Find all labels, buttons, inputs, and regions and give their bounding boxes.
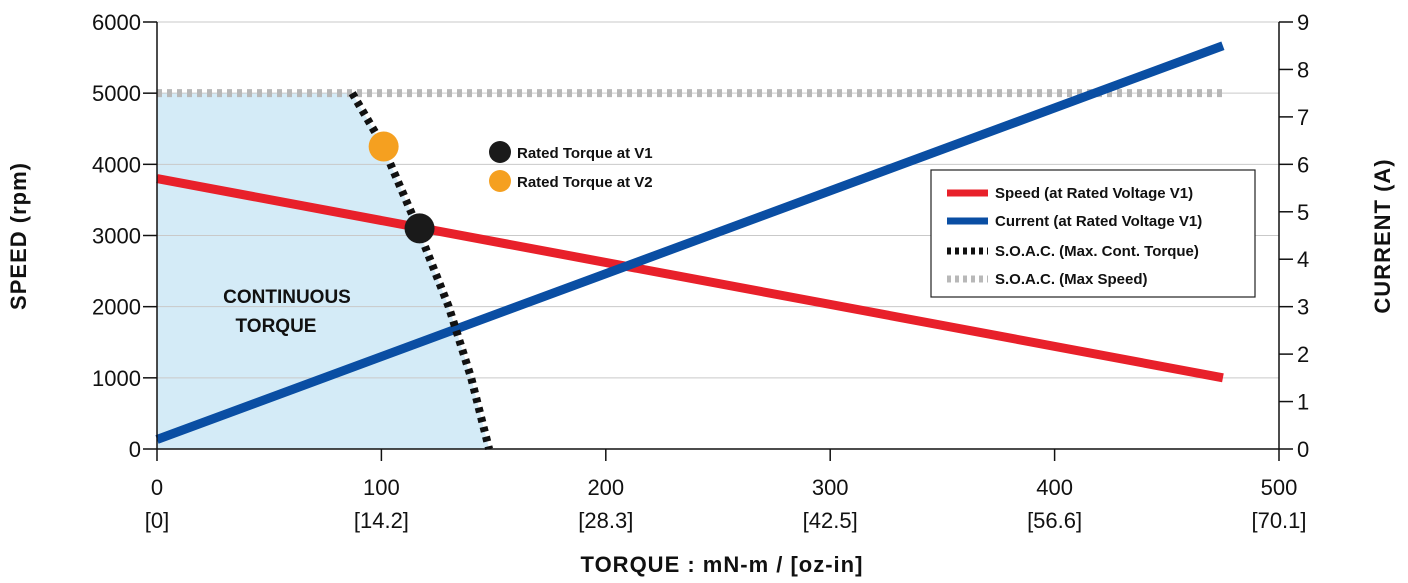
- soac-max-torque-line: [348, 91, 493, 450]
- y-tick-label: 0: [129, 437, 141, 462]
- speed-line: [156, 174, 1224, 383]
- y2-tick-label: 1: [1297, 390, 1309, 415]
- y2-tick-label: 5: [1297, 200, 1309, 225]
- x-tick-label: 400: [1036, 475, 1073, 500]
- legend-marker-rated-v2: [489, 170, 511, 192]
- y2-tick-label: 0: [1297, 437, 1309, 462]
- y2-tick-label: 3: [1297, 295, 1309, 320]
- legend-label-current: Current (at Rated Voltage V1): [995, 213, 1202, 230]
- series-legend: Speed (at Rated Voltage V1) Current (at …: [930, 169, 1256, 298]
- points-legend: Rated Torque at V1 Rated Torque at V2: [489, 141, 653, 192]
- y2-tick-label: 8: [1297, 57, 1309, 82]
- y-tick-label: 3000: [92, 224, 141, 249]
- x-tick-label-secondary: [42.5]: [803, 508, 858, 533]
- x-tick-label: 100: [363, 475, 400, 500]
- legend-label-soac-torque: S.O.A.C. (Max. Cont. Torque): [995, 243, 1199, 260]
- continuous-torque-area: [157, 93, 490, 450]
- rated-torque-v1-point: [404, 213, 435, 244]
- rated-torque-v2-point: [368, 131, 399, 162]
- x-tick-label: 200: [587, 475, 624, 500]
- region-label-line-1: CONTINUOUS: [223, 287, 351, 308]
- x-tick-label: 300: [812, 475, 849, 500]
- current-line: [155, 41, 1225, 444]
- rated-points: [368, 131, 435, 244]
- x-tick-label-secondary: [28.3]: [578, 508, 633, 533]
- legend-label-speed: Speed (at Rated Voltage V1): [995, 185, 1193, 202]
- y-axis-title: SPEED (rpm): [6, 162, 31, 310]
- y2-tick-label: 9: [1297, 10, 1309, 35]
- x-tick-label-secondary: [56.6]: [1027, 508, 1082, 533]
- legend-label-rated-v2: Rated Torque at V2: [517, 174, 653, 191]
- y2-tick-label: 6: [1297, 152, 1309, 177]
- tick-labels: 0 1000 2000 3000 4000 5000 6000 0 1 2 3 4 5 6 7 8 9 0 [0] 1…: [92, 10, 1309, 533]
- x-tick-label-secondary: [0]: [145, 508, 169, 533]
- y-tick-label: 6000: [92, 10, 141, 35]
- y-tick-label: 2000: [92, 295, 141, 320]
- continuous-torque-region: [157, 93, 490, 450]
- legend-label-soac-speed: S.O.A.C. (Max Speed): [995, 271, 1148, 288]
- legend-marker-rated-v1: [489, 141, 511, 163]
- legend-label-rated-v1: Rated Torque at V1: [517, 145, 653, 162]
- x-tick-label: 500: [1261, 475, 1298, 500]
- x-tick-label-secondary: [70.1]: [1251, 508, 1306, 533]
- series-lines: [155, 41, 1225, 450]
- x-tick-label-secondary: [14.2]: [354, 508, 409, 533]
- x-axis-title: TORQUE : mN-m / [oz-in]: [581, 552, 864, 577]
- y2-tick-label: 7: [1297, 105, 1309, 130]
- y2-axis-title: CURRENT (A): [1370, 158, 1395, 313]
- region-label-line-2: TORQUE: [236, 316, 317, 337]
- y-tick-label: 4000: [92, 152, 141, 177]
- axes: [143, 21, 1293, 461]
- x-tick-label: 0: [151, 475, 163, 500]
- y-tick-label: 1000: [92, 366, 141, 391]
- y2-tick-label: 4: [1297, 247, 1309, 272]
- y-tick-label: 5000: [92, 81, 141, 106]
- y2-tick-label: 2: [1297, 342, 1309, 367]
